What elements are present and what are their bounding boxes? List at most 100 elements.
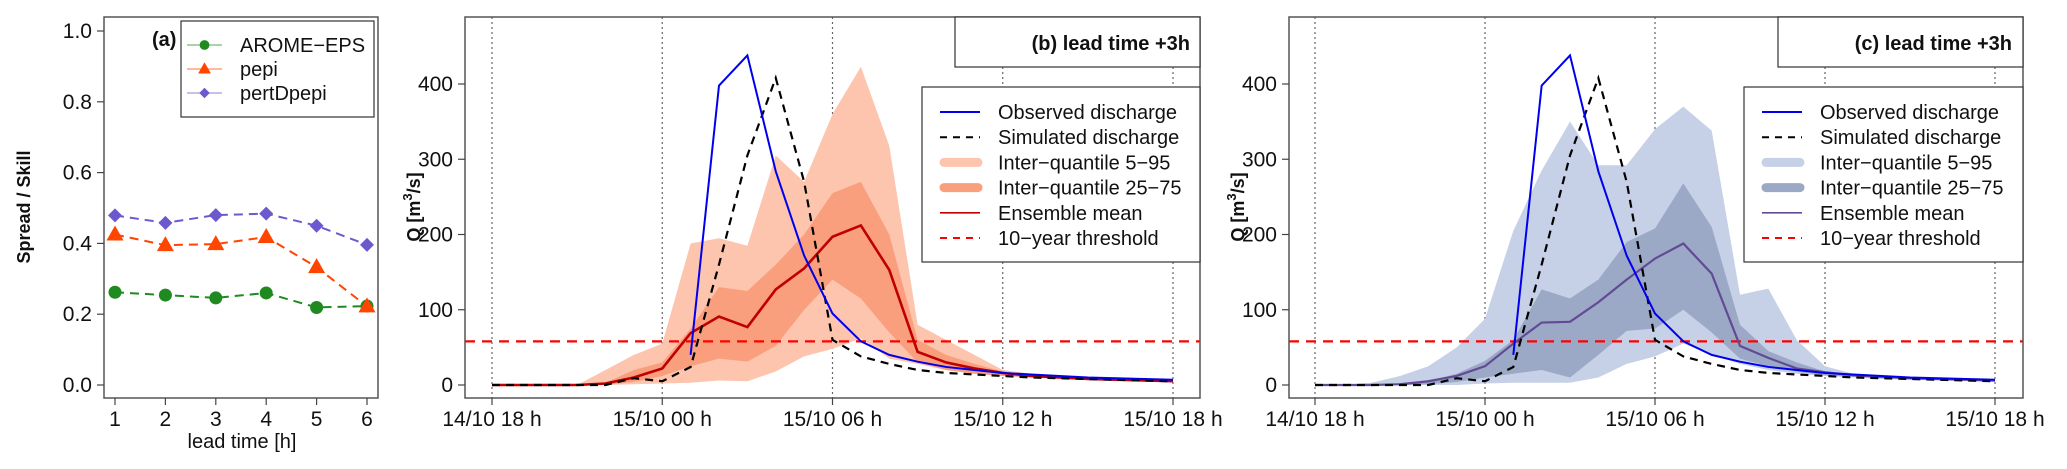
x-tick-label-c: 15/10 00 h xyxy=(1435,408,1534,431)
y-axis-title-c-main: Q [m xyxy=(1228,201,1248,242)
data-point-aromeeps xyxy=(259,286,273,300)
data-point-aromeeps xyxy=(108,285,122,299)
band-q25-q75-b xyxy=(492,181,1173,385)
x-tick-label-a: 2 xyxy=(160,408,172,431)
x-axis-b: 14/10 18 h 15/10 00 h 15/10 06 h 15/10 12 h… xyxy=(442,398,1223,431)
x-tick-label-b: 14/10 18 h xyxy=(442,408,541,431)
data-point-pertdpepi xyxy=(158,215,173,230)
y-tick-label-b: 200 xyxy=(418,224,453,247)
y-axis-title-b: Q [m3/s] xyxy=(400,172,424,241)
data-point-aromeeps xyxy=(209,291,223,305)
panel-a: 0.0 0.2 0.4 0.6 0.8 1.0 1 2 3 4 5 6 (a) Spread / S… xyxy=(14,16,379,453)
title-box-c xyxy=(1777,16,2024,68)
data-point-pepi xyxy=(257,228,275,244)
x-tick-label-c: 15/10 06 h xyxy=(1605,408,1704,431)
series-markers-a xyxy=(106,206,376,314)
x-tick-label-c: 15/10 12 h xyxy=(1775,408,1874,431)
y-axis-title-c-end: /s] xyxy=(1228,172,1248,193)
legend-label-pertdpepi: pertDpepi xyxy=(240,83,327,105)
y-tick-label-a: 0.6 xyxy=(63,162,92,185)
x-tick-label-a: 5 xyxy=(311,408,323,431)
y-tick-label-b: 0 xyxy=(441,374,453,397)
panel-title-b: (b) lead time +3h xyxy=(1032,33,1190,55)
y-tick-label-a: 1.0 xyxy=(63,20,92,43)
y-tick-label-a: 0.8 xyxy=(63,91,92,114)
series-line-aromeeps xyxy=(114,291,368,309)
data-point-pertdpepi xyxy=(309,218,324,233)
y-axis-c: 0 100 200 300 400 xyxy=(1242,73,1289,397)
legend-label-threshold-b: 10−year threshold xyxy=(998,228,1159,250)
y-tick-label-c: 100 xyxy=(1242,299,1277,322)
x-tick-label-a: 4 xyxy=(260,408,272,431)
data-point-aromeeps xyxy=(158,288,172,302)
ensemble-mean-line-b xyxy=(492,223,1174,387)
legend-frame-c xyxy=(1743,86,2024,263)
legend-label-observed-b: Observed discharge xyxy=(998,102,1177,124)
legend-marker-pepi xyxy=(198,62,211,74)
data-point-pertdpepi xyxy=(360,237,374,252)
observed-discharge-line-b xyxy=(689,53,1174,381)
y-tick-label-b: 400 xyxy=(418,73,453,96)
series-line-pertdpepi xyxy=(114,212,368,246)
y-tick-label-a: 0.0 xyxy=(63,374,92,397)
x-tick-label-a: 3 xyxy=(210,408,222,431)
x-tick-label-a: 1 xyxy=(109,408,121,431)
data-point-pepi xyxy=(308,258,326,274)
x-tick-label-c: 14/10 18 h xyxy=(1265,408,1364,431)
legend-label-observed-c: Observed discharge xyxy=(1820,102,1999,124)
legend-label-mean-c: Ensemble mean xyxy=(1820,203,1965,225)
legend-label-q5-q95-c: Inter−quantile 5−95 xyxy=(1820,152,1992,174)
y-tick-label-b: 100 xyxy=(418,299,453,322)
y-axis-title-b-end: /s] xyxy=(404,172,424,193)
x-axis-title-a: lead time [h] xyxy=(188,431,297,453)
simulated-discharge-line-c xyxy=(1315,74,1996,387)
y-axis-title-b-main: Q [m xyxy=(404,201,424,242)
panel-c: 0 100 200 300 400 14/10 18 h 15/10 00 h 15/10 … xyxy=(1224,16,2045,431)
band-q25-q75-c xyxy=(1315,183,1995,385)
y-tick-label-c: 300 xyxy=(1242,148,1277,171)
x-tick-label-a: 6 xyxy=(361,408,373,431)
y-axis-b: 0 100 200 300 400 xyxy=(418,73,465,397)
x-axis-a: 1 2 3 4 5 6 xyxy=(109,398,373,431)
data-point-pepi xyxy=(358,297,376,313)
panel-b: 0 100 200 300 400 14/10 18 h 15/10 00 h 15/10 … xyxy=(400,16,1223,431)
y-axis-title-c: Q [m3/s] xyxy=(1224,172,1248,241)
legend-label-threshold-c: 10−year threshold xyxy=(1820,228,1981,250)
legend-b: Observed discharge Simulated discharge Int… xyxy=(921,86,1201,263)
legend-marker-pertdpepi xyxy=(199,87,210,99)
y-axis-title-a: Spread / Skill xyxy=(14,150,34,263)
title-box-b xyxy=(954,16,1201,68)
y-tick-label-c: 200 xyxy=(1242,224,1277,247)
y-tick-label-a: 0.4 xyxy=(63,232,93,255)
data-point-aromeeps xyxy=(310,300,324,314)
legend-label-q5-q95-b: Inter−quantile 5−95 xyxy=(998,152,1170,174)
data-point-pertdpepi xyxy=(108,208,122,223)
legend-c: Observed discharge Simulated discharge Int… xyxy=(1743,86,2024,263)
x-tick-label-b: 15/10 06 h xyxy=(783,408,882,431)
x-tick-label-b: 15/10 18 h xyxy=(1123,408,1222,431)
legend-label-q25-q75-b: Inter−quantile 25−75 xyxy=(998,178,1182,200)
legend-frame-b xyxy=(921,86,1201,263)
legend-label-simulated-c: Simulated discharge xyxy=(1820,127,2001,149)
data-point-pepi xyxy=(207,235,225,251)
legend-label-mean-b: Ensemble mean xyxy=(998,203,1143,225)
panel-label-a: (a) xyxy=(152,29,176,51)
y-tick-label-a: 0.2 xyxy=(63,303,92,326)
legend-label-simulated-b: Simulated discharge xyxy=(998,127,1179,149)
x-axis-c: 14/10 18 h 15/10 00 h 15/10 06 h 15/10 12 h… xyxy=(1265,398,2045,431)
y-tick-label-b: 300 xyxy=(418,148,453,171)
legend-label-q25-q75-c: Inter−quantile 25−75 xyxy=(1820,178,2004,200)
x-tick-label-c: 15/10 18 h xyxy=(1945,408,2044,431)
series-lines-a xyxy=(114,212,368,309)
observed-discharge-line-c xyxy=(1512,53,1996,381)
y-axis-title-c-sup: 3 xyxy=(1224,193,1239,200)
series-line-pepi xyxy=(114,233,368,308)
data-point-pertdpepi xyxy=(208,208,223,223)
legend-marker-aromeeps xyxy=(199,40,210,50)
y-tick-label-c: 400 xyxy=(1242,73,1277,96)
legend-label-pepi: pepi xyxy=(240,59,278,81)
y-axis-title-b-sup: 3 xyxy=(400,193,415,200)
y-axis-a: 0.0 0.2 0.4 0.6 0.8 1.0 xyxy=(63,20,104,397)
